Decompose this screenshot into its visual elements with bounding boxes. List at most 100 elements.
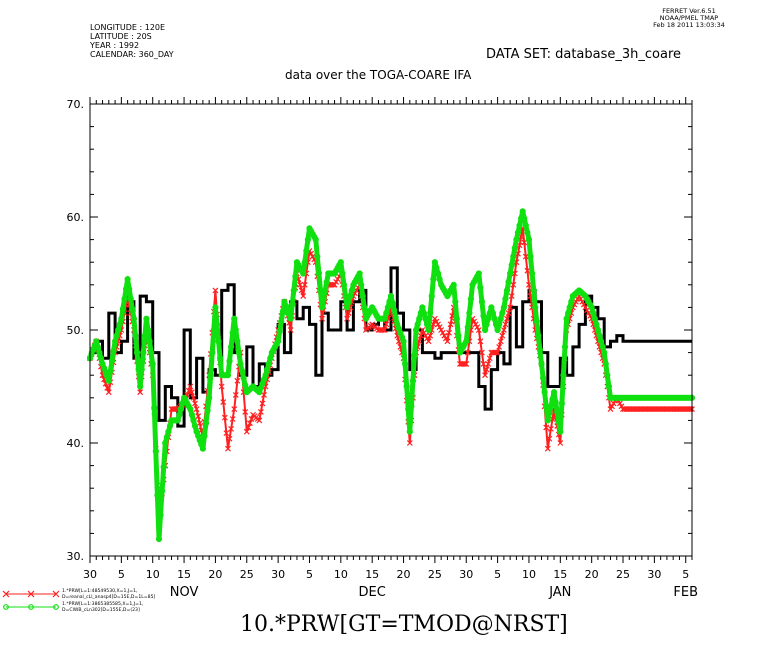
green-point: [159, 487, 166, 495]
green-point: [96, 349, 103, 356]
x-tick-label: 5: [494, 568, 501, 581]
red-point: [242, 409, 249, 415]
green-point: [202, 420, 210, 427]
green-point: [502, 295, 509, 303]
green-point: [162, 439, 169, 447]
green-point: [550, 389, 558, 396]
green-point: [561, 343, 569, 351]
green-point: [538, 360, 545, 367]
green-point: [511, 244, 518, 252]
green-point: [588, 304, 595, 311]
red-point: [500, 327, 507, 333]
red-point: [493, 349, 499, 356]
green-point: [596, 332, 603, 339]
legend-green-line2: D=ClWB_cLn302]D=155E,D=(23]: [62, 608, 140, 613]
red-point: [190, 394, 197, 401]
red-point: [287, 327, 294, 333]
red-point: [212, 287, 219, 294]
green-point: [403, 383, 410, 390]
green-point: [425, 326, 432, 334]
green-point: [231, 315, 238, 322]
red-point: [543, 424, 550, 431]
green-point: [488, 304, 495, 311]
green-point: [591, 315, 598, 322]
green-point: [507, 270, 514, 277]
red-point: [425, 338, 432, 345]
red-point: [508, 293, 515, 300]
green-point: [409, 377, 417, 384]
green-point: [555, 418, 562, 425]
red-point: [195, 413, 202, 420]
green-point: [434, 270, 442, 277]
green-point: [290, 287, 297, 294]
red-point: [427, 332, 434, 339]
legend-red-line2: D=reanal_cLl_anasp4]D=15E,D=1L=85]: [62, 595, 156, 600]
info-year: YEAR : 1992: [90, 41, 140, 50]
green-point: [430, 276, 437, 283]
green-point: [536, 346, 544, 353]
green-point: [406, 428, 413, 435]
green-point: [389, 300, 396, 307]
red-point: [463, 360, 470, 367]
red-point: [436, 324, 443, 331]
red-point: [482, 372, 488, 379]
red-point: [464, 349, 471, 356]
green-point: [519, 208, 526, 215]
green-point: [597, 338, 605, 345]
green-point: [513, 236, 520, 243]
red-point: [246, 420, 253, 427]
red-point: [298, 287, 305, 294]
green-point: [300, 270, 307, 277]
green-point: [402, 360, 409, 367]
red-point: [300, 293, 307, 300]
month-label: JAN: [548, 585, 571, 600]
info-calendar: CALENDAR: 360_DAY: [90, 50, 174, 59]
red-point: [444, 338, 451, 345]
green-point: [478, 298, 486, 305]
green-point: [155, 535, 163, 543]
green-point: [93, 338, 100, 345]
red-point: [259, 400, 266, 407]
stamp-line-version: FERRET Ver.6.51: [662, 7, 716, 15]
series-layer: [86, 208, 696, 543]
green-point: [210, 326, 217, 334]
red-point: [308, 250, 314, 257]
green-point: [522, 222, 529, 229]
red-point: [499, 332, 506, 339]
red-point: [502, 321, 509, 328]
red-point: [345, 310, 352, 316]
green-point: [108, 357, 116, 365]
legend: 1.*PRW[L=1:48549530,X=1,J=1, D=reanal_cL…: [0, 588, 170, 618]
month-label: NOV: [170, 585, 199, 600]
green-point: [227, 343, 235, 351]
green-point: [237, 360, 244, 367]
green-point: [563, 315, 570, 322]
red-point: [522, 253, 529, 260]
red-point: [544, 445, 551, 452]
green-point: [340, 281, 348, 288]
green-point: [151, 404, 158, 411]
green-point: [234, 338, 241, 345]
green-point: [226, 357, 233, 365]
green-point: [475, 270, 482, 277]
green-point: [381, 315, 388, 322]
y-tick-label: 50.: [67, 324, 85, 337]
red-point: [441, 332, 448, 339]
green-point: [496, 321, 503, 328]
green-point: [485, 315, 492, 322]
green-point: [140, 349, 147, 356]
red-point: [334, 276, 341, 283]
x-tick-label: 20: [585, 568, 599, 581]
green-point: [605, 383, 613, 390]
green-point: [359, 293, 366, 300]
green-point: [427, 309, 434, 317]
green-point: [119, 305, 127, 312]
red-point: [446, 329, 452, 336]
red-point: [309, 253, 316, 260]
green-point: [174, 417, 181, 424]
green-point: [289, 301, 296, 308]
red-point: [438, 327, 445, 333]
green-point: [110, 348, 117, 355]
red-point: [187, 383, 194, 390]
